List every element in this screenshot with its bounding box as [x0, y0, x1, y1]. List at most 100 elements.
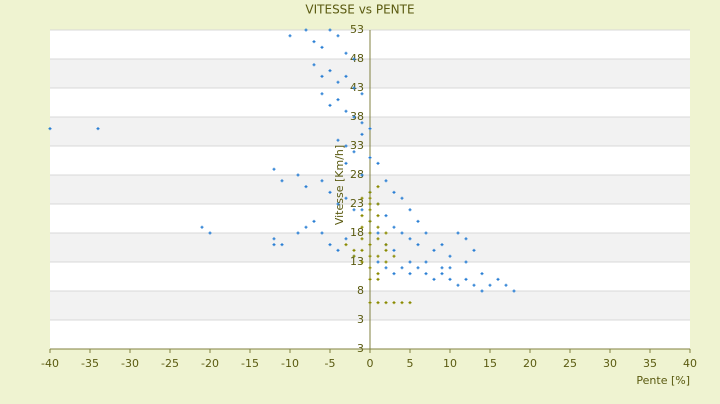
- data-point: [392, 254, 396, 258]
- data-point: [320, 74, 324, 78]
- data-point: [336, 248, 340, 252]
- y-tick-label: 28: [350, 168, 364, 181]
- data-point: [344, 237, 348, 241]
- data-point: [312, 40, 316, 44]
- data-point: [336, 202, 340, 206]
- data-point: [392, 272, 396, 276]
- data-point: [368, 219, 372, 223]
- data-point: [408, 301, 412, 305]
- data-point: [408, 237, 412, 241]
- data-point: [384, 243, 388, 247]
- x-tick-label: -15: [241, 357, 259, 370]
- x-tick-label: 5: [407, 357, 414, 370]
- data-point: [448, 266, 452, 270]
- data-point: [360, 132, 364, 136]
- data-point: [312, 63, 316, 67]
- data-point: [360, 173, 364, 177]
- data-point: [328, 190, 332, 194]
- data-point: [424, 272, 428, 276]
- x-tick-label: -20: [201, 357, 219, 370]
- data-point: [416, 243, 420, 247]
- data-point: [376, 272, 380, 276]
- data-point: [368, 301, 372, 305]
- data-point: [320, 45, 324, 49]
- data-point: [360, 260, 364, 264]
- x-tick-label: 25: [563, 357, 577, 370]
- x-tick-label: -35: [81, 357, 99, 370]
- data-point: [480, 272, 484, 276]
- y-tick-label: 48: [350, 52, 364, 65]
- data-point: [472, 283, 476, 287]
- data-point: [296, 173, 300, 177]
- data-point: [360, 248, 364, 252]
- data-point: [360, 208, 364, 212]
- data-point: [384, 248, 388, 252]
- x-tick-label: -10: [281, 357, 299, 370]
- data-point: [416, 266, 420, 270]
- data-point: [368, 231, 372, 235]
- data-point: [96, 127, 100, 131]
- data-point: [480, 289, 484, 293]
- data-point: [328, 243, 332, 247]
- data-point: [48, 127, 52, 131]
- data-point: [344, 51, 348, 55]
- data-point: [200, 225, 204, 229]
- y-tick-label: 8: [357, 284, 364, 297]
- data-point: [464, 237, 468, 241]
- data-point: [416, 219, 420, 223]
- data-point: [368, 127, 372, 131]
- data-point: [400, 266, 404, 270]
- data-point: [376, 254, 380, 258]
- data-point: [392, 301, 396, 305]
- data-point: [272, 167, 276, 171]
- x-axis-title: Pente [%]: [636, 374, 690, 387]
- data-point: [464, 260, 468, 264]
- data-point: [440, 266, 444, 270]
- data-point: [472, 248, 476, 252]
- data-point: [352, 254, 356, 258]
- data-point: [320, 92, 324, 96]
- data-point: [368, 196, 372, 200]
- x-tick-label: -5: [325, 357, 336, 370]
- data-point: [344, 74, 348, 78]
- data-point: [392, 190, 396, 194]
- data-point: [392, 248, 396, 252]
- y-tick-label: 13: [350, 255, 364, 268]
- data-point: [440, 272, 444, 276]
- x-tick-label: -40: [41, 357, 59, 370]
- data-point: [456, 231, 460, 235]
- data-point: [336, 98, 340, 102]
- data-point: [384, 266, 388, 270]
- data-point: [368, 243, 372, 247]
- data-point: [280, 243, 284, 247]
- data-point: [336, 80, 340, 84]
- data-point: [512, 289, 516, 293]
- data-point: [368, 266, 372, 270]
- data-point: [376, 161, 380, 165]
- x-tick-label: 15: [483, 357, 497, 370]
- data-point: [384, 231, 388, 235]
- data-point: [320, 179, 324, 183]
- data-point: [384, 179, 388, 183]
- data-point: [464, 277, 468, 281]
- data-point: [408, 272, 412, 276]
- data-point: [336, 138, 340, 142]
- data-point: [304, 185, 308, 189]
- data-point: [360, 237, 364, 241]
- y-tick-label: 43: [350, 81, 364, 94]
- data-point: [384, 214, 388, 218]
- data-point: [392, 225, 396, 229]
- data-point: [336, 34, 340, 38]
- data-point: [360, 225, 364, 229]
- y-tick-label: 38: [350, 110, 364, 123]
- data-point: [272, 237, 276, 241]
- data-point: [400, 301, 404, 305]
- data-point: [432, 248, 436, 252]
- data-point: [496, 277, 500, 281]
- x-tick-label: -25: [161, 357, 179, 370]
- y-tick-label: 3: [357, 313, 364, 326]
- data-point: [280, 179, 284, 183]
- data-point: [384, 260, 388, 264]
- data-point: [368, 254, 372, 258]
